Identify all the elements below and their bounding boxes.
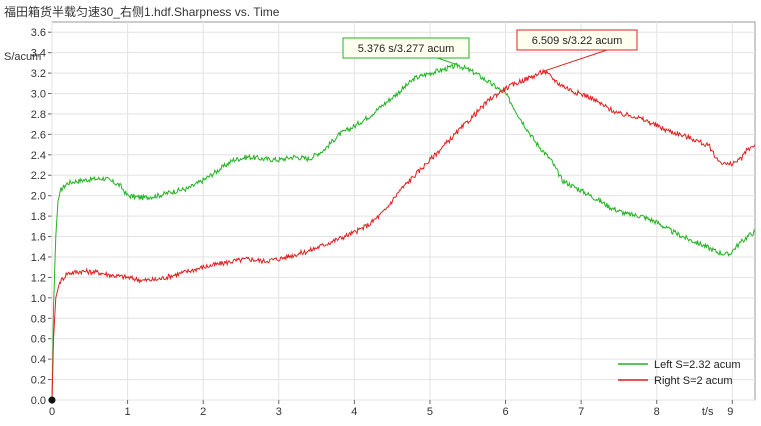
- plot-frame: [51, 21, 756, 401]
- annotation-leader: [543, 49, 608, 72]
- y-tick-label: 1.4: [31, 252, 46, 264]
- annotation-leader: [437, 57, 459, 66]
- legend-entry: Right S=2 acum: [654, 375, 733, 387]
- y-tick-label: 3.2: [31, 68, 46, 80]
- y-axis-label: S/acum: [4, 51, 41, 63]
- y-tick-label: 3.4: [31, 48, 46, 60]
- x-tick-label: 9: [727, 406, 733, 418]
- y-tick-label: 1.0: [31, 293, 46, 305]
- y-tick-label: 3.6: [31, 27, 46, 39]
- y-tick-label: 2.4: [31, 150, 46, 162]
- y-tick-label: 2.6: [31, 129, 46, 141]
- chart-title: 福田箱货半载匀速30_右侧1.hdf.Sharpness vs. Time: [4, 5, 280, 19]
- x-tick-label: 3: [276, 406, 282, 418]
- x-axis-label: t/s: [702, 406, 714, 418]
- annotation-box: [516, 29, 638, 51]
- x-tick-label: 6: [502, 406, 508, 418]
- x-tick-label: 2: [200, 406, 206, 418]
- x-tick-label: 0: [49, 406, 55, 418]
- y-tick-label: 0.6: [31, 334, 46, 346]
- y-tick-label: 0.8: [31, 313, 46, 325]
- y-tick-label: 0.0: [31, 395, 46, 407]
- x-tick-label: 1: [125, 406, 131, 418]
- x-tick-label: 7: [578, 406, 584, 418]
- annotation-label: 6.509 s/3.22 acum: [532, 35, 623, 47]
- annotation-label: 5.376 s/3.277 acum: [358, 43, 455, 55]
- y-tick-label: 2.0: [31, 191, 46, 203]
- x-tick-label: 5: [427, 406, 433, 418]
- y-tick-label: 2.8: [31, 109, 46, 121]
- origin-marker: [48, 396, 56, 404]
- x-tick-label: 4: [351, 406, 357, 418]
- series-line-left: [51, 62, 756, 401]
- y-tick-label: 3.0: [31, 89, 46, 101]
- y-tick-label: 0.4: [31, 354, 46, 366]
- legend-entry: Left S=2.32 acum: [654, 359, 741, 371]
- series-line-right: [51, 68, 756, 401]
- x-tick-label: 8: [654, 406, 660, 418]
- annotation-box: [342, 37, 470, 59]
- y-tick-label: 2.2: [31, 170, 46, 182]
- y-tick-label: 1.8: [31, 211, 46, 223]
- y-tick-label: 1.2: [31, 272, 46, 284]
- y-tick-label: 0.2: [31, 375, 46, 387]
- y-tick-label: 1.6: [31, 232, 46, 244]
